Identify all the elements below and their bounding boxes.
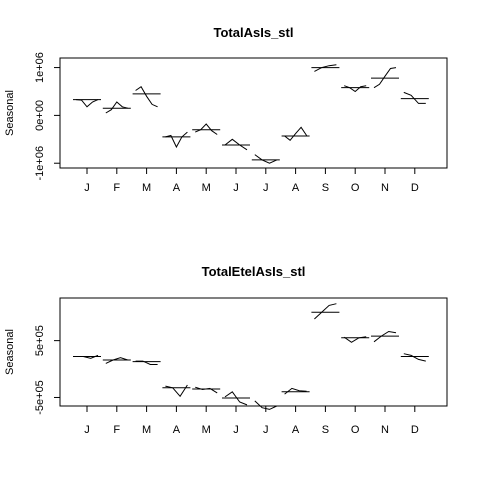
plot-frame bbox=[59, 57, 448, 169]
x-tick-label: A bbox=[292, 424, 300, 436]
month-subseries-line bbox=[344, 85, 367, 93]
y-tick-label: -1e+06 bbox=[34, 146, 46, 181]
month-subseries-line bbox=[195, 386, 218, 394]
month-subseries-line bbox=[76, 354, 99, 359]
month-subseries-line bbox=[373, 330, 397, 343]
x-tick-label: J bbox=[84, 182, 90, 194]
month-subseries-line bbox=[135, 85, 158, 108]
x-tick-label: J bbox=[84, 424, 90, 436]
x-tick-label: O bbox=[351, 424, 360, 436]
x-tick-label: M bbox=[202, 182, 211, 194]
month-subseries-line bbox=[224, 391, 248, 406]
x-tick-label: M bbox=[142, 424, 151, 436]
x-tick-label: N bbox=[381, 182, 389, 194]
x-tick-label: F bbox=[113, 424, 120, 436]
y-axis-label: Seasonal bbox=[4, 329, 16, 375]
month-subseries-line bbox=[105, 101, 128, 114]
month-subseries-line bbox=[75, 99, 99, 108]
y-tick-label: 1e+06 bbox=[34, 52, 46, 83]
x-tick-label: M bbox=[202, 424, 211, 436]
month-subseries-line bbox=[224, 138, 248, 151]
x-tick-label: A bbox=[292, 182, 300, 194]
month-subseries-line bbox=[195, 123, 218, 135]
x-tick-label: S bbox=[322, 182, 329, 194]
month-subseries-line bbox=[343, 336, 367, 343]
x-tick-label: S bbox=[322, 424, 329, 436]
y-tick-label: 0e+00 bbox=[34, 100, 46, 131]
y-tick-label: -5e+05 bbox=[34, 380, 46, 415]
month-subseries-line bbox=[165, 384, 188, 398]
month-subseries-line bbox=[254, 154, 278, 164]
x-tick-label: F bbox=[113, 182, 120, 194]
y-axis-label: Seasonal bbox=[4, 90, 16, 136]
month-subseries-line bbox=[373, 67, 397, 89]
month-subseries-line bbox=[105, 357, 128, 364]
x-tick-label: J bbox=[263, 424, 269, 436]
x-tick-label: D bbox=[411, 424, 419, 436]
x-tick-label: J bbox=[233, 424, 239, 436]
month-subseries-line bbox=[314, 303, 337, 320]
month-subseries-line bbox=[314, 64, 337, 72]
chart-title: TotalEtelAsIs_stl bbox=[202, 264, 306, 279]
month-subseries-line bbox=[254, 400, 278, 410]
plot-frame bbox=[59, 297, 448, 407]
x-tick-label: J bbox=[233, 182, 239, 194]
month-subseries-line bbox=[403, 353, 426, 362]
x-tick-label: O bbox=[351, 182, 360, 194]
month-subseries-line bbox=[403, 91, 426, 104]
x-tick-label: A bbox=[173, 424, 181, 436]
x-tick-label: M bbox=[142, 182, 151, 194]
x-tick-label: J bbox=[263, 182, 269, 194]
x-tick-label: D bbox=[411, 182, 419, 194]
month-subseries-line bbox=[284, 387, 307, 395]
month-subseries-line bbox=[135, 360, 158, 365]
y-tick-label: 5e+05 bbox=[34, 325, 46, 356]
chart-title: TotalAsIs_stl bbox=[214, 25, 294, 40]
month-subseries-line bbox=[165, 131, 188, 149]
x-tick-label: N bbox=[381, 424, 389, 436]
x-tick-label: A bbox=[173, 182, 181, 194]
month-subseries-line bbox=[284, 126, 308, 141]
